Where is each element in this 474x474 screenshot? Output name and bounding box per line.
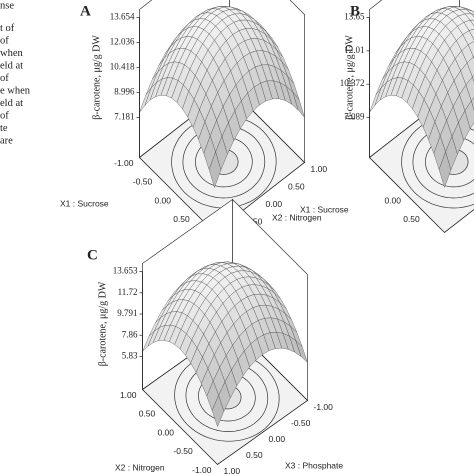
z-tick-label: 5.83 — [122, 351, 138, 361]
z-tick-label: 7.86 — [122, 329, 138, 339]
x1-tick-label: -1.00 — [192, 465, 212, 474]
panel: 13.653 11.72 9.791 7.86 5.83 β-carotene, μg/g… — [87, 198, 343, 474]
x2-tick-label: 0.00 — [266, 199, 283, 209]
surface-facet — [208, 151, 222, 189]
contour — [401, 115, 474, 209]
caption-text: nse — [0, 0, 14, 11]
z-tick-label: 8.996 — [114, 87, 135, 97]
surface-facet — [471, 97, 474, 111]
x1-tick-label: -0.50 — [173, 446, 193, 456]
panel: 13.654 12.036 10.418 8.996 7.181 β-carotene, … — [60, 0, 327, 244]
x1-tick-label: -1.00 — [114, 158, 134, 168]
caption-text: when — [0, 48, 23, 59]
z-tick-label: 13.65 — [344, 12, 365, 22]
panel-label: A — [80, 3, 91, 19]
x1-tick-label: 1.00 — [120, 390, 137, 400]
caption-text: t of — [0, 23, 15, 34]
z-axis-label: β-carotene, μg/g DW — [344, 35, 355, 120]
caption-text: of — [0, 35, 9, 46]
x2-axis-label: X3 : Phosphate — [285, 460, 343, 470]
caption-text: eld at — [0, 98, 23, 109]
caption-text: of — [0, 73, 9, 84]
z-tick-label: 7.089 — [344, 112, 365, 122]
contour — [171, 115, 277, 209]
caption-text: are — [0, 135, 13, 146]
z-axis-label: β-carotene, μg/g DW — [91, 35, 102, 120]
z-axis-label: β-carotene, μg/g DW — [97, 281, 108, 366]
z-tick-label: 12.01 — [344, 45, 364, 55]
x2-tick-label: -0.50 — [291, 418, 311, 428]
caption-text: of — [0, 110, 9, 121]
surface-facet — [211, 394, 225, 427]
caption-text: e when — [0, 85, 31, 96]
z-tick-label: 7.181 — [114, 112, 134, 122]
x2-axis-label: X2 : Nitrogen — [272, 212, 322, 222]
x1-tick-label: 0.50 — [403, 214, 420, 224]
z-tick-label: 12.036 — [110, 37, 135, 47]
z-tick-label: 13.654 — [110, 12, 135, 22]
x1-tick-label: -0.50 — [133, 177, 153, 187]
caption-text: eld at — [0, 60, 23, 71]
z-tick-label: 10.418 — [110, 62, 135, 72]
z-tick-label: 13.653 — [113, 266, 138, 276]
z-tick-label: 9.791 — [117, 308, 137, 318]
z-tick-label: 11.72 — [118, 287, 138, 297]
z-tick-label: 10.372 — [340, 78, 365, 88]
x1-tick-label: 0.00 — [154, 195, 171, 205]
x1-axis-label: X1 : Sucrose — [60, 198, 109, 208]
panel-label: B — [350, 3, 360, 19]
x1-axis-label: X1 : Sucrose — [300, 204, 349, 214]
x2-tick-label: 0.00 — [269, 434, 286, 444]
x1-tick-label: 0.00 — [384, 195, 401, 205]
surface-facet — [438, 151, 452, 189]
x2-tick-label: 1.00 — [311, 164, 328, 174]
x1-tick-label: 0.00 — [157, 427, 174, 437]
caption-text: te — [0, 123, 8, 134]
panel-label: C — [87, 247, 98, 263]
x2-tick-label: 1.00 — [224, 466, 241, 474]
x1-axis-label: X2 : Nitrogen — [115, 462, 165, 472]
x2-tick-label: -1.00 — [314, 402, 334, 412]
x1-tick-label: 0.50 — [139, 409, 156, 419]
x2-tick-label: 0.50 — [246, 450, 263, 460]
x1-tick-label: 0.50 — [173, 214, 190, 224]
x2-tick-label: 0.50 — [288, 181, 305, 191]
